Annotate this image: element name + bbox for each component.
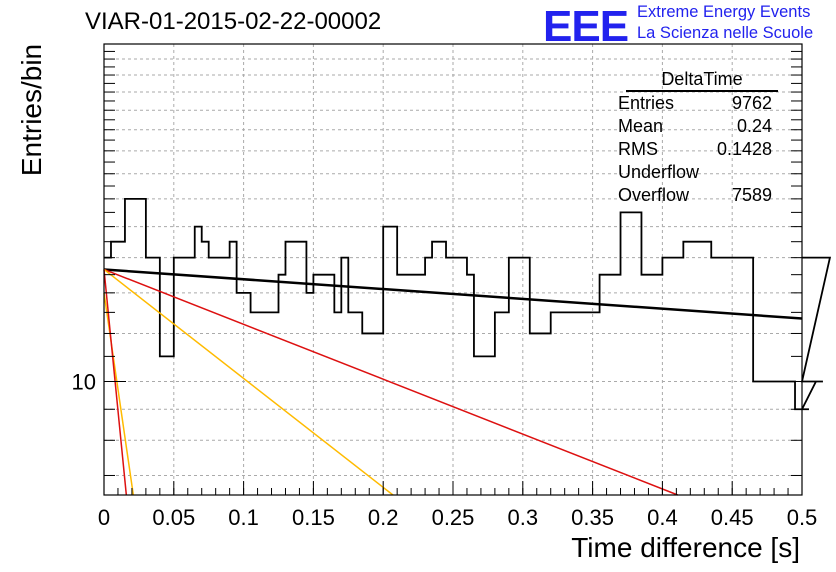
histogram-series <box>104 197 832 411</box>
fit-line <box>103 268 803 320</box>
x-tick-label: 0.35 <box>571 505 614 530</box>
eee-logo: EEE <box>543 2 629 51</box>
stats-value: 9762 <box>731 93 772 113</box>
x-tick-label: 0.15 <box>292 505 335 530</box>
stats-box: DeltaTime Entries 9762 Mean 0.24 RMS 0.1… <box>612 68 778 207</box>
stats-label: RMS <box>618 139 658 159</box>
x-tick-label: 0.05 <box>152 505 195 530</box>
x-tick-label: 0.45 <box>711 505 754 530</box>
y-tick-label: 10 <box>72 369 96 394</box>
fit-line <box>103 269 128 496</box>
x-tick-label: 0.1 <box>228 505 259 530</box>
logo-subtitle: Extreme Energy Events La Scienza nelle S… <box>637 2 813 44</box>
x-axis-label: Time difference [s] <box>571 532 800 563</box>
stats-row-overflow: Overflow 7589 <box>612 184 778 207</box>
fit-lines <box>103 268 803 496</box>
x-tick-label: 0.3 <box>508 505 539 530</box>
chart-title: VIAR-01-2015-02-22-00002 <box>85 8 382 35</box>
stats-label: Entries <box>618 93 675 113</box>
logo-line-1: Extreme Energy Events <box>637 3 811 21</box>
stats-value: 0.1428 <box>716 139 772 159</box>
x-tick-label: 0.2 <box>368 505 399 530</box>
stats-row-entries: Entries 9762 <box>612 92 778 115</box>
stats-value: 7589 <box>731 185 772 205</box>
stats-row-underflow: Underflow <box>612 161 778 184</box>
fit-line <box>103 268 394 496</box>
tick-labels: 0 0.05 0.1 0.15 0.2 0.25 0.3 0.35 0.4 0.45 0.5 10 <box>72 369 818 530</box>
y-axis-label: Entries/bin <box>16 43 47 177</box>
histogram-step-line <box>104 197 832 411</box>
stats-label: Mean <box>618 116 664 136</box>
x-tick-label: 0 <box>98 505 110 530</box>
fit-line <box>103 268 679 496</box>
stats-label: Overflow <box>618 185 690 205</box>
x-tick-label: 0.5 <box>787 505 818 530</box>
fit-line <box>103 292 135 496</box>
stats-label: Underflow <box>618 162 700 182</box>
tick-marks <box>103 43 803 495</box>
x-tick-label: 0.4 <box>647 505 678 530</box>
x-tick-label: 0.25 <box>432 505 475 530</box>
stats-value: 0.24 <box>736 116 772 136</box>
stats-title: DeltaTime <box>626 68 778 92</box>
logo-line-2: La Scienza nelle Scuole <box>637 24 814 42</box>
stats-row-mean: Mean 0.24 <box>612 115 778 138</box>
stats-row-rms: RMS 0.1428 <box>612 138 778 161</box>
